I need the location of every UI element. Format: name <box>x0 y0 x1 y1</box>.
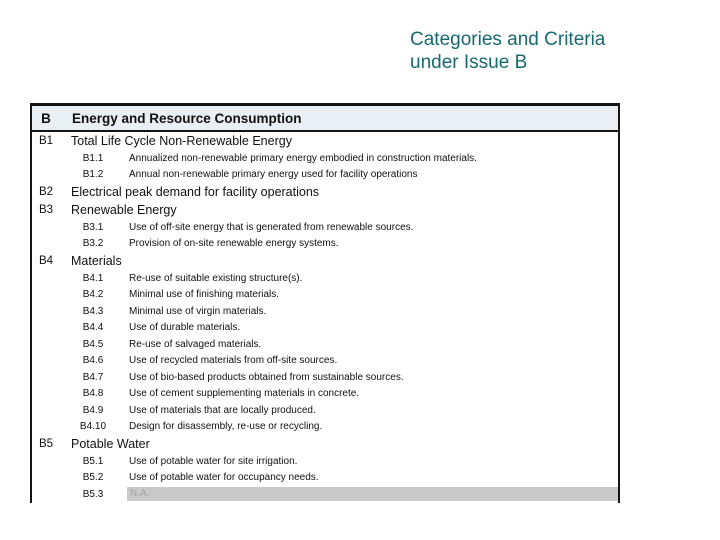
table-row: B1.1 Annualized non-renewable primary en… <box>32 150 618 167</box>
row-label: Use of recycled materials from off-site … <box>129 355 338 367</box>
row-code: B1.2 <box>82 169 104 181</box>
header-label: Energy and Resource Consumption <box>72 110 302 126</box>
row-label: Use of potable water for site irrigation… <box>129 455 298 467</box>
row-label: Renewable Energy <box>71 203 177 217</box>
table-row: B4.9 Use of materials that are locally p… <box>32 402 618 419</box>
row-label: Annualized non-renewable primary energy … <box>129 152 477 164</box>
table-row: B4.6 Use of recycled materials from off-… <box>32 353 618 370</box>
table-row: B1 Total Life Cycle Non-Renewable Energy <box>32 132 618 150</box>
row-label: Materials <box>71 254 122 268</box>
table-row: B5.1 Use of potable water for site irrig… <box>32 453 618 470</box>
row-label: Use of bio-based products obtained from … <box>129 371 404 383</box>
table-row: B3.2 Provision of on-site renewable ener… <box>32 236 618 253</box>
row-code: B5.1 <box>82 455 104 467</box>
row-code: B4.2 <box>82 289 104 301</box>
row-code: B1 <box>38 135 54 147</box>
row-label: Use of off-site energy that is generated… <box>129 221 414 233</box>
row-label: Use of durable materials. <box>129 322 241 334</box>
header-code: B <box>41 110 51 126</box>
slide-title-line2: under Issue B <box>410 52 528 73</box>
row-label: Provision of on-site renewable energy sy… <box>129 238 339 250</box>
table-row: B4.2 Minimal use of finishing materials. <box>32 287 618 304</box>
row-label: Annual non-renewable primary energy used… <box>129 169 418 181</box>
row-code: B4.10 <box>79 421 107 433</box>
row-code: B5.2 <box>82 472 104 484</box>
table-rows: B1 Total Life Cycle Non-Renewable Energy… <box>32 132 618 503</box>
row-label: Re-use of salvaged materials. <box>129 338 262 350</box>
table-row: B4.10 Design for disassembly, re-use or … <box>32 419 618 436</box>
table-row: B1.2 Annual non-renewable primary energy… <box>32 167 618 184</box>
table-row: B5 Potable Water <box>32 435 618 453</box>
table-row: B4.7 Use of bio-based products obtained … <box>32 369 618 386</box>
table-row: B5.3 N.A. <box>32 486 618 503</box>
table-row: B4.8 Use of cement supplementing materia… <box>32 386 618 403</box>
row-code: B4 <box>38 255 54 267</box>
row-label: Use of materials that are locally produc… <box>129 404 316 416</box>
row-label: Use of cement supplementing materials in… <box>129 388 360 400</box>
row-code: B4.7 <box>82 371 104 383</box>
row-label: Minimal use of virgin materials. <box>129 305 267 317</box>
table-row: B4.4 Use of durable materials. <box>32 320 618 337</box>
row-label: N.A. <box>127 487 618 502</box>
slide-title-line1: Categories and Criteria <box>410 29 606 50</box>
row-code: B1.1 <box>82 152 104 164</box>
table-row: B4.3 Minimal use of virgin materials. <box>32 303 618 320</box>
row-code: B4.1 <box>82 272 104 284</box>
row-code: B4.8 <box>82 388 104 400</box>
slide-title: Categories and Criteria under Issue B <box>410 28 605 74</box>
row-code: B3.2 <box>82 238 104 250</box>
row-code: B4.9 <box>82 404 104 416</box>
table-row: B5.2 Use of potable water for occupancy … <box>32 470 618 487</box>
row-code: B3 <box>38 204 54 216</box>
table-row: B4 Materials <box>32 252 618 270</box>
row-label: Potable Water <box>71 437 150 451</box>
table-header-row: B Energy and Resource Consumption <box>32 106 618 132</box>
table-row: B4.1 Re-use of suitable existing structu… <box>32 270 618 287</box>
row-label: Use of potable water for occupancy needs… <box>129 472 319 484</box>
table-row: B3 Renewable Energy <box>32 201 618 219</box>
row-code: B4.5 <box>82 338 104 350</box>
row-code: B4.3 <box>82 305 104 317</box>
row-code: B4.6 <box>82 355 104 367</box>
table-row: B2 Electrical peak demand for facility o… <box>32 183 618 201</box>
table-row: B4.5 Re-use of salvaged materials. <box>32 336 618 353</box>
table-row: B3.1 Use of off-site energy that is gene… <box>32 219 618 236</box>
row-code: B5.3 <box>82 488 104 500</box>
row-label: Minimal use of finishing materials. <box>129 289 280 301</box>
row-label: Electrical peak demand for facility oper… <box>71 185 320 199</box>
row-label: Re-use of suitable existing structure(s)… <box>129 272 303 284</box>
criteria-table: B Energy and Resource Consumption B1 Tot… <box>30 103 620 503</box>
row-code: B2 <box>38 186 54 198</box>
row-code: B3.1 <box>82 221 104 233</box>
row-code: B5 <box>38 438 54 450</box>
row-label: Total Life Cycle Non-Renewable Energy <box>71 134 292 148</box>
row-code: B4.4 <box>82 322 104 334</box>
row-label: Design for disassembly, re-use or recycl… <box>129 421 323 433</box>
